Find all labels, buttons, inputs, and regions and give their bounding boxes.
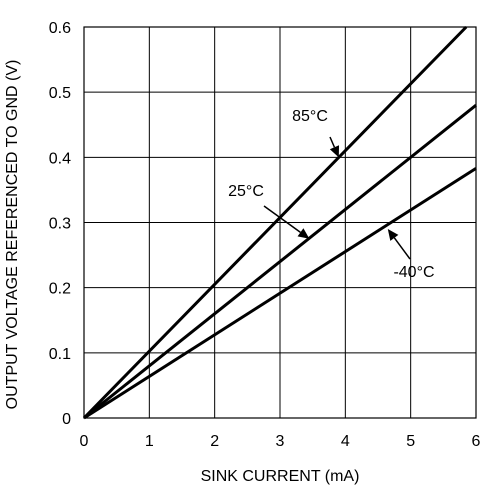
series-line-1 xyxy=(83,104,477,420)
annotation-arrow xyxy=(263,205,301,233)
x-tick-label: 1 xyxy=(145,433,154,450)
x-tick-labels: 0 1 2 3 4 5 6 xyxy=(80,433,481,450)
x-axis-title: SINK CURRENT (mA) xyxy=(201,468,360,485)
series-line-2 xyxy=(83,167,477,420)
x-tick-label: 2 xyxy=(210,433,219,450)
annotation-arrows xyxy=(263,136,411,260)
y-tick-label: 0.3 xyxy=(49,216,71,233)
annotation-arrowhead xyxy=(297,228,310,239)
annotation-label: -40°C xyxy=(393,264,434,281)
y-tick-label: 0.4 xyxy=(49,150,71,167)
plot-frame xyxy=(83,26,477,419)
annotation-arrow xyxy=(329,136,336,148)
y-tick-label: 0.5 xyxy=(49,85,71,102)
y-tick-label: 0.6 xyxy=(49,20,71,37)
y-tick-label: 0 xyxy=(62,411,71,428)
x-tick-label: 3 xyxy=(276,433,285,450)
x-tick-label: 6 xyxy=(472,433,481,450)
x-tick-label: 5 xyxy=(406,433,415,450)
annotation-label: 85°C xyxy=(292,108,328,125)
y-axis-title: OUTPUT VOLTAGE REFERENCED TO GND (V) xyxy=(4,60,21,410)
x-tick-label: 4 xyxy=(341,433,350,450)
annotation-label: 25°C xyxy=(228,183,264,200)
annotation-labels: 85°C 25°C -40°C xyxy=(228,108,434,281)
y-tick-labels: 0 0.1 0.2 0.3 0.4 0.5 0.6 xyxy=(49,20,71,428)
x-tick-label: 0 xyxy=(80,433,89,450)
annotation-arrowhead xyxy=(329,145,340,158)
series-lines xyxy=(82,25,477,420)
series-line-0 xyxy=(82,25,468,420)
y-tick-label: 0.2 xyxy=(49,281,71,298)
annotation-arrow xyxy=(393,237,411,260)
annotation-arrowhead xyxy=(387,229,399,241)
y-tick-label: 0.1 xyxy=(49,346,71,363)
